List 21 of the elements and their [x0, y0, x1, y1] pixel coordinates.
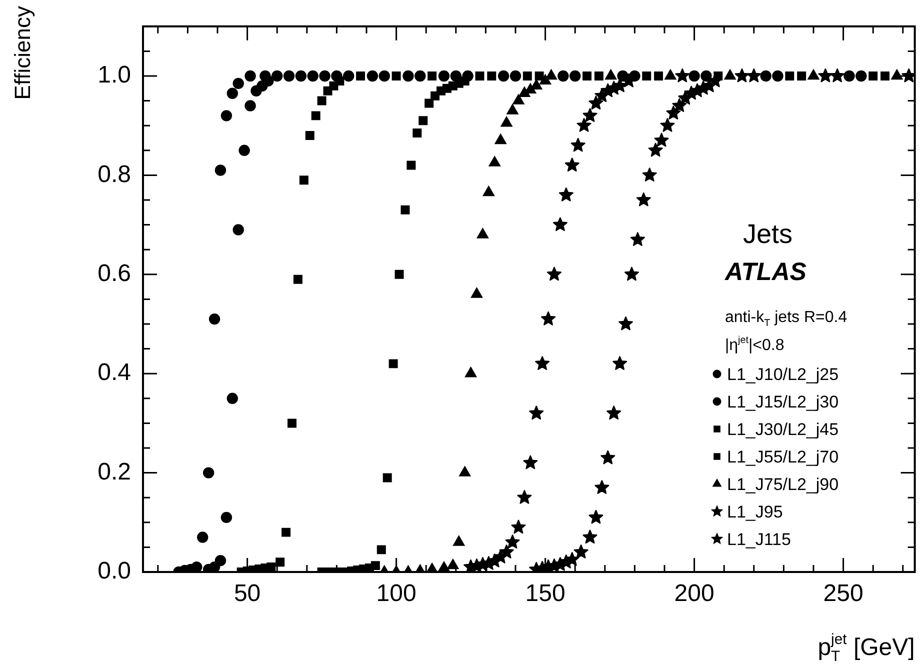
x-tick-label: 200	[674, 580, 714, 608]
y-tick-label: 0.2	[98, 458, 131, 486]
annotation: ATLAS	[724, 258, 807, 286]
x-tick-label: 150	[525, 580, 566, 608]
y-tick-label: 0.4	[98, 359, 131, 386]
x-tick-label: 100	[376, 580, 416, 608]
legend-label: L1_J75/L2_j90	[727, 475, 839, 494]
y-tick-label: 0.8	[98, 160, 131, 188]
x-tick-label: 50	[234, 580, 261, 608]
y-tick-label: 0.6	[98, 260, 131, 288]
annotation: Jets	[743, 219, 793, 249]
legend-label: L1_J95	[727, 502, 783, 522]
legend-label: L1_J115	[727, 530, 791, 549]
legend-label: L1_J10/L2_j25	[727, 365, 839, 384]
legend-label: L1_J15/L2_j30	[727, 392, 839, 412]
y-axis-title: Efficiency	[10, 6, 35, 100]
legend-label: L1_J55/L2_j70	[727, 448, 839, 466]
legend-label: L1_J30/L2_j45	[727, 420, 839, 439]
x-tick-label: 250	[823, 580, 864, 608]
y-tick-label: 1.0	[98, 62, 131, 89]
y-tick-label: 0.0	[98, 558, 131, 585]
